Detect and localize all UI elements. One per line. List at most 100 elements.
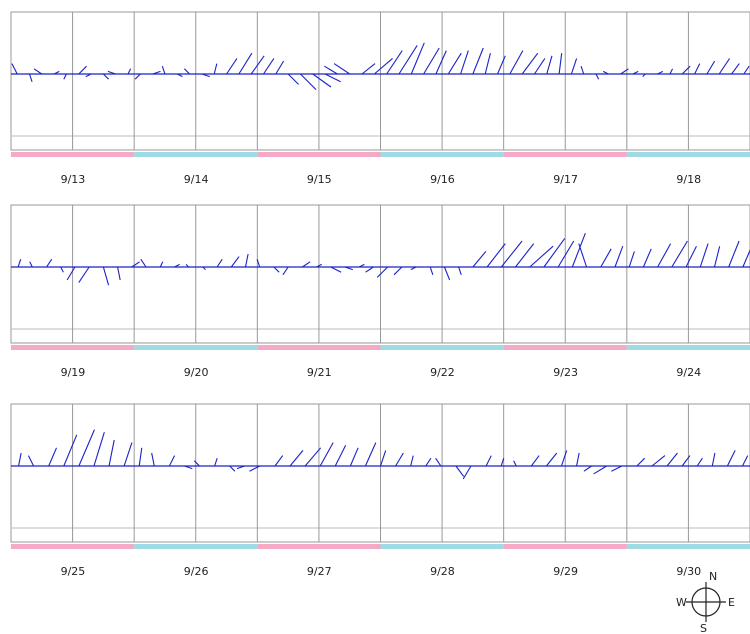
date-label: 9/20 — [184, 366, 209, 379]
stick — [578, 243, 588, 268]
date-label: 9/28 — [430, 565, 455, 578]
stick — [614, 246, 624, 268]
stick — [274, 455, 284, 467]
stick — [500, 240, 523, 268]
date-label: 9/21 — [307, 366, 332, 379]
day-band — [503, 345, 627, 350]
stick — [545, 452, 558, 467]
stick — [202, 266, 206, 270]
day-band — [134, 544, 258, 549]
stick — [184, 68, 190, 75]
day-band — [134, 152, 258, 157]
stick — [500, 458, 505, 467]
stick — [46, 258, 53, 268]
stick — [513, 460, 517, 467]
stick — [93, 432, 105, 467]
day-band — [380, 152, 504, 157]
stick — [711, 452, 716, 467]
stick — [694, 63, 701, 75]
stick — [85, 73, 92, 78]
stick — [395, 452, 404, 467]
stick — [102, 73, 109, 80]
stick — [386, 50, 403, 75]
stick — [273, 266, 280, 273]
day-band — [380, 544, 504, 549]
stick — [713, 246, 721, 268]
stick — [529, 245, 554, 268]
date-label: 9/14 — [184, 173, 209, 186]
stick — [570, 58, 578, 75]
stick — [743, 65, 750, 75]
date-label: 9/16 — [430, 173, 455, 186]
stick — [159, 261, 164, 268]
stick — [595, 73, 600, 80]
stick — [213, 63, 218, 75]
stick — [521, 52, 539, 75]
stick — [138, 447, 143, 467]
stick — [373, 57, 393, 75]
stick — [330, 266, 342, 273]
day-band — [257, 152, 381, 157]
stick — [455, 465, 465, 477]
stick — [462, 465, 472, 480]
stick — [642, 248, 652, 268]
stick — [102, 266, 110, 286]
stick — [244, 253, 249, 268]
stick — [184, 465, 193, 470]
stick — [435, 50, 447, 75]
stick — [632, 70, 639, 75]
stick — [425, 457, 432, 467]
stick — [11, 63, 18, 75]
stick — [333, 63, 351, 75]
stick — [435, 457, 442, 467]
date-label: 9/25 — [61, 565, 86, 578]
stick — [443, 266, 451, 281]
stick — [731, 63, 740, 75]
stick — [177, 73, 183, 78]
stick — [123, 442, 133, 467]
stick — [302, 261, 311, 268]
stick — [611, 465, 623, 472]
stick — [53, 70, 60, 75]
stick — [657, 243, 672, 268]
stick — [319, 442, 334, 467]
stick — [214, 458, 218, 467]
stick — [726, 450, 736, 467]
stick — [300, 73, 317, 90]
stick — [742, 249, 750, 268]
stick — [60, 266, 64, 273]
stick — [458, 266, 462, 275]
stick — [17, 259, 22, 268]
stick — [127, 68, 132, 75]
stick — [543, 238, 566, 268]
stick — [497, 55, 506, 75]
stick — [628, 251, 635, 268]
stick — [376, 266, 388, 278]
stick — [642, 73, 646, 77]
stick — [324, 65, 338, 75]
stick — [117, 266, 121, 281]
stick — [174, 263, 180, 268]
stick — [18, 452, 22, 467]
date-label: 9/30 — [676, 565, 701, 578]
day-band — [11, 345, 135, 350]
stick — [275, 60, 285, 75]
stick — [63, 73, 67, 80]
stick — [361, 63, 376, 75]
stick — [229, 465, 236, 472]
stick — [602, 70, 609, 75]
stick — [666, 452, 678, 467]
stick — [651, 455, 666, 467]
stick — [250, 55, 265, 75]
stick — [312, 73, 332, 88]
stick — [168, 455, 176, 467]
day-band — [503, 152, 627, 157]
day-band — [380, 345, 504, 350]
stick — [48, 447, 58, 467]
stick — [393, 266, 403, 276]
stick — [583, 465, 592, 472]
stick — [515, 243, 535, 268]
stick — [636, 457, 646, 467]
stick — [358, 263, 365, 268]
stick — [287, 73, 299, 85]
